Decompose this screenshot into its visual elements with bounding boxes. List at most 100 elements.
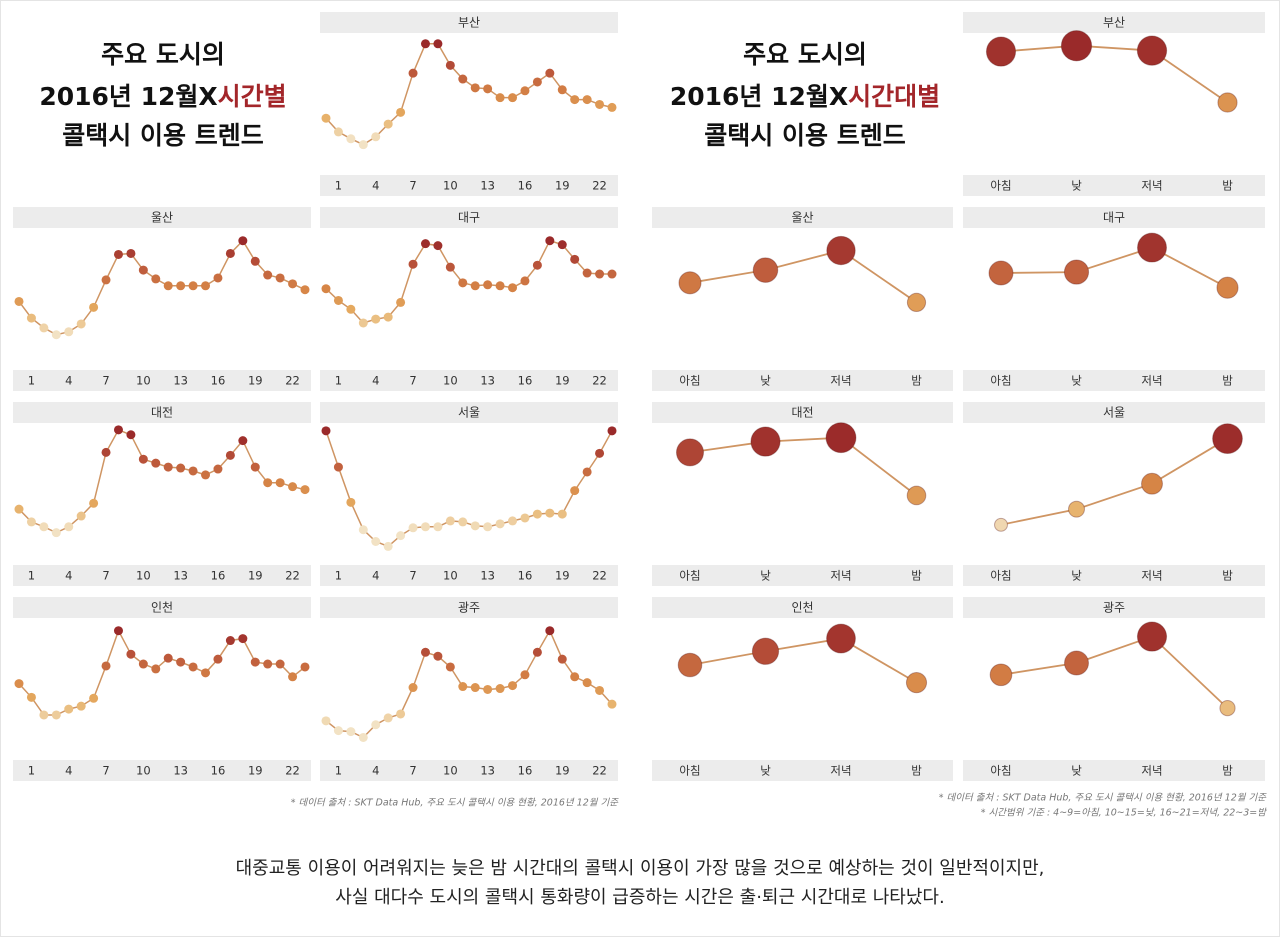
panel-title: 대전 [791,406,813,420]
point [263,659,273,669]
point [906,485,927,506]
panel-title: 인천 [791,600,813,615]
x-tick-label: 밤 [911,764,922,778]
panel-title: 대구 [1103,211,1125,225]
point [1060,30,1093,62]
point [495,281,505,291]
point [213,654,223,664]
point [752,257,779,283]
point [188,281,198,291]
panel-title: 서울 [1103,406,1125,420]
point [101,275,111,285]
x-tick-label: 19 [248,764,263,778]
axis-band [652,370,953,391]
point [76,511,86,521]
axis-band [963,370,1265,391]
panel-header [963,597,1265,618]
point [1064,650,1089,676]
axis-band [652,565,953,586]
point [126,649,136,659]
point [1219,699,1236,717]
point [557,85,567,95]
panel-header [13,402,311,423]
point [76,319,86,329]
x-tick-label: 아침 [679,764,700,778]
x-tick-label: 7 [102,374,109,388]
x-tick-label: 16 [211,764,226,778]
panel-header [963,207,1265,228]
point [595,269,605,279]
point [520,513,530,523]
point [607,426,617,436]
point [825,422,857,454]
point [225,248,235,258]
x-tick-label: 7 [409,764,416,778]
point [51,710,61,720]
point [675,438,705,467]
source-note: * 데이터 출처 : SKT Data Hub, 주요 도시 콜택시 이용 현황… [291,798,620,809]
x-tick-label: 밤 [911,569,922,583]
point [51,528,61,538]
point [420,522,430,532]
x-tick-label: 1 [335,374,342,388]
point [288,672,298,682]
x-tick-label: 아침 [679,569,700,583]
point [445,262,455,272]
point [176,463,186,473]
panel-title: 광주 [1103,601,1125,615]
point [520,276,530,286]
point [396,297,406,307]
point [300,662,310,672]
point [557,509,567,519]
panel-header [320,597,618,618]
point [138,454,148,464]
point [126,248,136,258]
x-tick-label: 아침 [990,569,1011,583]
point [238,634,248,644]
x-tick-label: 1 [335,179,342,193]
left-title-line: 콜택시 이용 트렌드 [62,121,263,150]
point [64,522,74,532]
point [520,86,530,96]
point [396,709,406,719]
axis-band [963,175,1265,196]
caption-line: 사실 대다수 도시의 콜택시 통화량이 급증하는 시간은 출·퇴근 시간대로 나… [335,887,944,908]
x-tick-label: 10 [136,374,151,388]
point [458,682,468,692]
point [1216,276,1239,299]
point [582,678,592,688]
panel-title: 부산 [458,16,480,30]
point [26,517,36,527]
point [433,241,443,251]
point [288,279,298,289]
point [396,531,406,541]
point [570,672,580,682]
point [495,519,505,529]
point [275,478,285,488]
point [532,260,542,270]
panel-header [652,597,953,618]
point [89,693,99,703]
point [201,281,211,291]
left-title-line: 2016년 12월X시간별 [39,82,286,111]
line [1000,246,1228,289]
point [163,281,173,291]
point [300,285,310,295]
x-tick-label: 낮 [760,569,771,583]
point [989,663,1013,687]
x-tick-label: 22 [592,179,607,193]
point [988,260,1014,286]
point [188,466,198,476]
point [188,662,198,672]
line [1000,635,1229,709]
point [595,99,605,109]
point [371,720,381,730]
x-tick-label: 13 [173,569,188,583]
point [607,699,617,709]
x-tick-label: 16 [211,374,226,388]
point [358,732,368,742]
point [420,647,430,657]
panel-title: 울산 [151,211,173,225]
point [826,235,856,266]
x-tick-label: 19 [555,764,570,778]
